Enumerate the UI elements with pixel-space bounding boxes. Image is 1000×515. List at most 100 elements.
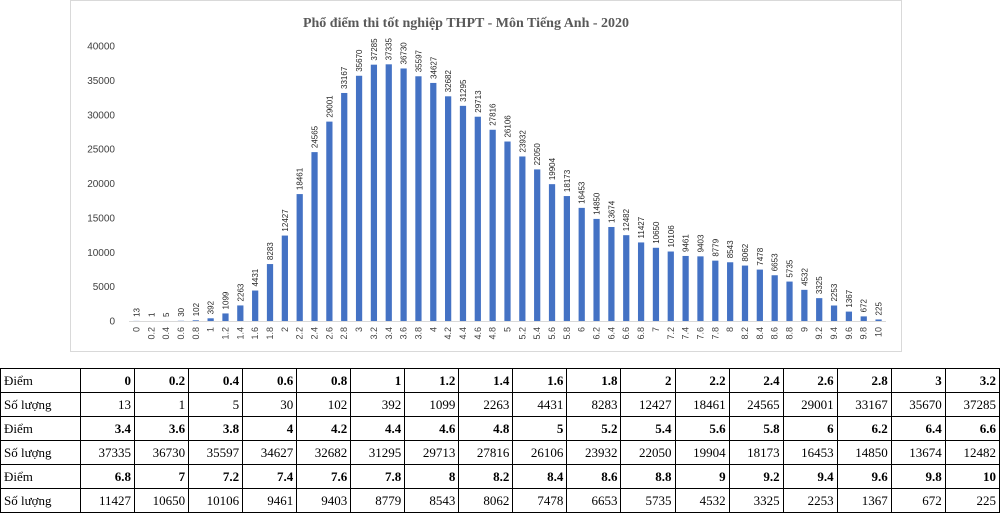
bar-chart: Phổ điểm thi tốt nghiệp THPT - Môn Tiếng… <box>87 16 886 340</box>
row-header-score: Điểm <box>0 464 81 489</box>
x-tick-label: 1.6 <box>250 327 260 340</box>
bar <box>593 218 600 321</box>
data-label: 35597 <box>414 49 423 72</box>
count-cell: 8283 <box>566 392 622 417</box>
table-row-score: Điểm 6.8 7 7.2 7.4 7.6 7.8 8 8.2 8.4 8.6 8.8 9 9.2 9.4… <box>0 464 1000 489</box>
row-header-score: Điểm <box>0 368 81 393</box>
data-label: 4431 <box>251 268 260 286</box>
count-cell: 11427 <box>79 488 136 513</box>
score-cell: 1 <box>350 368 406 393</box>
count-cell: 672 <box>890 488 946 513</box>
data-label: 8283 <box>266 242 275 260</box>
chart-container: Phổ điểm thi tốt nghiệp THPT - Môn Tiếng… <box>70 0 902 352</box>
score-cell: 5.6 <box>674 416 730 441</box>
x-tick-label: 8 <box>725 327 735 332</box>
score-cell: 0.8 <box>296 368 352 393</box>
x-tick-label: 5.2 <box>517 327 527 340</box>
score-cell: 8 <box>404 464 460 489</box>
bar <box>860 316 867 321</box>
y-axis: 0 5000 10000 15000 20000 25000 30000 35000 40000 <box>87 42 115 328</box>
table-row-score: Điểm 0 0.2 0.4 0.6 0.8 1 1.2 1.4 1.6 1.8 2 2.2 2.4 2.6… <box>0 368 1000 393</box>
count-cell: 36730 <box>134 440 190 465</box>
x-tick-label: 0.4 <box>161 327 171 340</box>
x-tick-label: 1.8 <box>265 327 275 340</box>
bar <box>727 262 734 321</box>
data-label: 7478 <box>756 247 765 265</box>
y-tick-label: 30000 <box>87 110 115 121</box>
data-label: 32682 <box>444 70 453 93</box>
y-tick-label: 5000 <box>93 282 116 293</box>
count-cell: 6653 <box>566 488 622 513</box>
count-cell: 27816 <box>458 440 514 465</box>
bar <box>519 156 526 321</box>
count-cell: 13 <box>79 392 136 417</box>
count-cell: 7478 <box>512 488 568 513</box>
bar <box>430 82 437 321</box>
row-header-score: Điểm <box>0 416 81 441</box>
score-cell: 6.2 <box>836 416 892 441</box>
x-tick-label: 9.8 <box>859 327 869 340</box>
score-cell: 2 <box>620 368 676 393</box>
x-tick-label: 6.2 <box>592 327 602 340</box>
bar <box>623 235 630 321</box>
x-tick-label: 9.6 <box>844 327 854 340</box>
bar <box>445 96 452 321</box>
count-cell: 9461 <box>242 488 298 513</box>
chart-title: Phổ điểm thi tốt nghiệp THPT - Môn Tiếng… <box>303 16 629 31</box>
bar <box>400 68 407 321</box>
data-label: 11427 <box>637 216 646 238</box>
data-label: 30 <box>177 307 186 316</box>
score-cell: 0 <box>79 368 136 393</box>
score-cell: 4.4 <box>350 416 406 441</box>
data-label: 1099 <box>221 291 230 309</box>
x-tick-label: 0 <box>131 327 141 332</box>
bar <box>207 318 214 321</box>
score-cell: 4.2 <box>296 416 352 441</box>
score-cell: 2.4 <box>728 368 784 393</box>
score-cell: 9.8 <box>890 464 946 489</box>
score-cell: 2.6 <box>782 368 838 393</box>
count-cell: 29713 <box>404 440 460 465</box>
data-label: 18173 <box>563 169 572 192</box>
data-label: 16453 <box>578 181 587 204</box>
count-cell: 225 <box>944 488 1000 513</box>
count-cell: 9403 <box>296 488 352 513</box>
score-cell: 5.2 <box>566 416 622 441</box>
x-tick-label: 0.8 <box>191 327 201 340</box>
y-tick-label: 10000 <box>87 248 115 259</box>
bar <box>370 64 378 322</box>
x-tick-label: 6.4 <box>606 327 616 340</box>
x-tick-label: 1.4 <box>235 327 245 340</box>
data-label: 1367 <box>845 289 854 307</box>
y-tick-label: 20000 <box>87 179 115 190</box>
count-cell: 5 <box>188 392 244 417</box>
data-label: 33167 <box>340 66 349 89</box>
data-label: 9403 <box>696 234 705 252</box>
count-cell: 1367 <box>836 488 892 513</box>
bar <box>652 247 660 321</box>
x-tick-label: 3.2 <box>369 327 379 340</box>
bar <box>459 105 467 321</box>
x-tick-label: 7.2 <box>666 327 676 340</box>
data-label: 23932 <box>518 130 527 153</box>
count-cell: 26106 <box>512 440 568 465</box>
count-cell: 8062 <box>458 488 514 513</box>
table-row-count: Số lượng 13 1 5 30 102 392 1099 2263 4431 8283 1242… <box>0 392 1000 417</box>
data-label: 26106 <box>504 115 513 138</box>
score-cell: 1.6 <box>512 368 568 393</box>
bar <box>474 116 481 322</box>
count-cell: 22050 <box>620 440 676 465</box>
x-tick-label: 0.2 <box>146 327 156 340</box>
x-tick-label: 10 <box>874 327 884 337</box>
data-label: 24565 <box>311 125 320 148</box>
x-tick-label: 9 <box>799 327 809 332</box>
count-cell: 3325 <box>728 488 784 513</box>
data-label: 392 <box>207 300 216 314</box>
count-cell: 1099 <box>404 392 460 417</box>
table-row-score: Điểm 3.4 3.6 3.8 4 4.2 4.4 4.6 4.8 5 5.2 5.4 5.6 5.8 6… <box>0 416 1000 441</box>
bar <box>563 196 570 321</box>
data-label: 29001 <box>325 95 334 118</box>
data-label: 10650 <box>652 221 661 244</box>
score-cell: 9.4 <box>782 464 838 489</box>
count-cell: 23932 <box>566 440 622 465</box>
